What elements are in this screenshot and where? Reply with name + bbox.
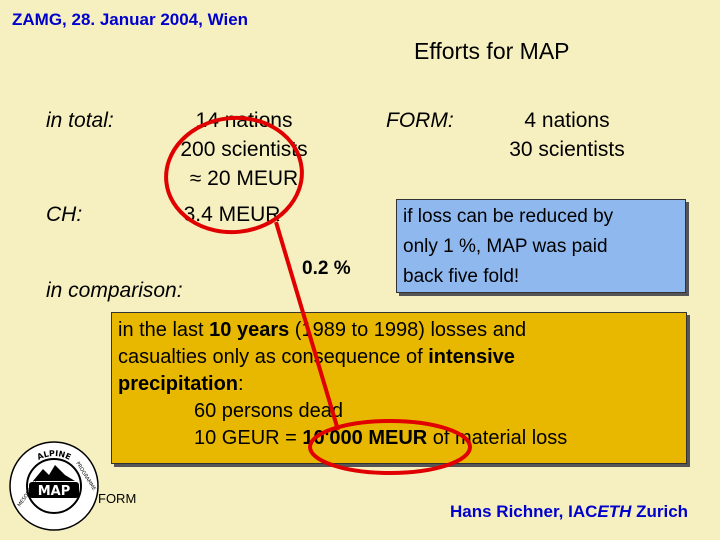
form-nations: 4 nations: [524, 109, 610, 132]
losses-line-4: 60 persons dead: [194, 400, 344, 422]
losses-box: in the last 10 years (1989 to 1998) loss…: [111, 312, 687, 464]
form-scientists: 30 scientists: [509, 138, 625, 161]
ch-value: 3.4 MEUR: [183, 203, 281, 226]
highlight-ellipse-loss: [308, 419, 472, 475]
author-credit: Hans Richner, IACETH Zurich: [450, 502, 689, 521]
header-text: ZAMG, 28. Januar 2004, Wien: [12, 10, 249, 29]
form-label: FORM:: [386, 109, 454, 132]
logo-top-text: ALPINE: [36, 449, 73, 462]
payback-line-2: only 1 %, MAP was paid: [403, 236, 608, 257]
percent-value: 0.2 %: [302, 258, 351, 279]
losses-line-5: 10 GEUR = 10'000 MEUR of material loss: [194, 427, 568, 449]
comparison-label: in comparison:: [46, 279, 183, 302]
total-label: in total:: [46, 109, 114, 132]
highlight-ellipse-budget: [164, 115, 304, 235]
payback-line-1: if loss can be reduced by: [403, 206, 614, 227]
form-footer-text: FORM: [98, 491, 137, 506]
total-budget: ≈ 20 MEUR: [189, 167, 299, 190]
ch-label: CH:: [46, 203, 83, 226]
logo-center-text: MAP: [38, 484, 71, 499]
highlight-connector: [274, 221, 340, 431]
payback-note-box: if loss can be reduced by only 1 %, MAP …: [396, 199, 686, 293]
losses-line-1: in the last 10 years (1989 to 1998) loss…: [118, 319, 527, 341]
losses-line-3: precipitation:: [118, 373, 244, 395]
losses-line-2: casualties only as consequence of intens…: [118, 346, 515, 368]
svg-text:ALPINE: ALPINE: [36, 449, 73, 462]
map-logo: ALPINE MESOSCALE PROGRAMME MAP: [9, 441, 99, 531]
total-scientists: 200 scientists: [180, 138, 308, 161]
payback-line-3: back five fold!: [403, 266, 520, 287]
slide-title: Efforts for MAP: [414, 38, 570, 64]
